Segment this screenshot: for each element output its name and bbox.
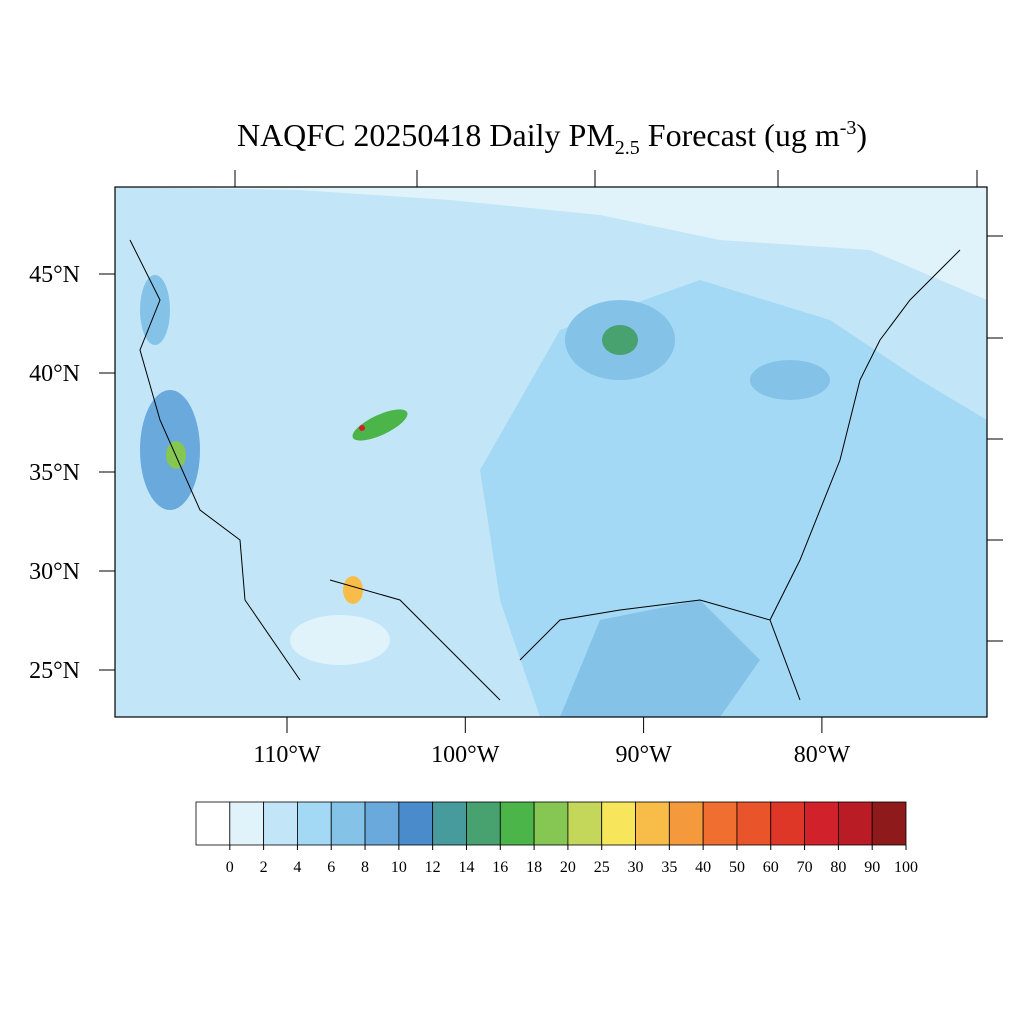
colorbar-box	[499, 801, 535, 846]
coastline	[129, 239, 961, 701]
colorbar-label: 20	[560, 859, 576, 876]
colorbar-box	[533, 801, 569, 846]
blob	[352, 409, 408, 441]
colorbar-box	[297, 801, 332, 846]
title-close: )	[856, 117, 867, 153]
colorbar-label: 4	[293, 859, 301, 876]
colorbar-box	[668, 801, 704, 846]
colorbar-box	[195, 801, 231, 846]
colorbar-label: 16	[492, 859, 508, 876]
colorbar-box	[432, 801, 467, 846]
lat-label: 45°N	[29, 262, 80, 288]
colorbar-label: 12	[425, 859, 441, 876]
lat-label: 40°N	[29, 361, 80, 387]
colorbar-label: 100	[894, 859, 918, 876]
colorbar-box	[466, 801, 501, 846]
lon-label: 80°W	[794, 742, 851, 768]
colorbar-box	[229, 801, 265, 846]
colorbar-label: 30	[628, 859, 644, 876]
colorbar-box	[601, 801, 636, 846]
blob	[602, 325, 638, 355]
colorbar-label: 25	[594, 859, 610, 876]
lon-label: 110°W	[253, 742, 321, 768]
mid-region	[480, 280, 987, 717]
map-frame	[114, 186, 988, 718]
light-blob	[290, 615, 390, 665]
colorbar-label: 90	[864, 859, 880, 876]
map-field	[115, 187, 987, 717]
colorbar-label: 10	[391, 859, 407, 876]
lon-label: 100°W	[431, 742, 500, 768]
colorbar-label: 14	[458, 859, 474, 876]
title: NAQFC 20250418 Daily PM2.5 Forecast (ug …	[237, 117, 867, 159]
colorbar-box	[770, 801, 805, 846]
colorbar-box	[364, 801, 400, 846]
title-sup: -3	[840, 117, 857, 139]
colorbar-box	[398, 801, 434, 846]
colorbar-label: 8	[361, 859, 369, 876]
lat-label: 25°N	[29, 658, 80, 684]
colorbar-box	[837, 801, 873, 846]
gulf-region	[560, 600, 760, 717]
hotspot	[359, 425, 365, 431]
title-rest: Forecast (ug m	[640, 117, 840, 153]
lat-label: 35°N	[29, 460, 80, 486]
colorbar-label: 0	[226, 859, 234, 876]
colorbar-label: 50	[729, 859, 745, 876]
colorbar-label: 70	[797, 859, 813, 876]
colorbar-box	[330, 801, 366, 846]
colorbar-box	[871, 801, 907, 846]
colorbar-label: 2	[260, 859, 268, 876]
title-main: NAQFC 20250418 Daily PM	[237, 117, 615, 153]
colorbar-label: 80	[830, 859, 846, 876]
lat-label: 30°N	[29, 559, 80, 585]
colorbar-label: 18	[526, 859, 542, 876]
lon-label: 90°W	[615, 742, 672, 768]
colorbar-label: 60	[763, 859, 779, 876]
title-sub: 2.5	[615, 137, 640, 159]
blob	[343, 576, 363, 604]
colorbar-box	[263, 801, 298, 846]
colorbar-box	[736, 801, 772, 846]
colorbar-label: 6	[327, 859, 335, 876]
colorbar-box	[567, 801, 603, 846]
colorbar-label: 35	[661, 859, 677, 876]
light-region	[115, 187, 987, 300]
colorbar-box	[635, 801, 670, 846]
frame-ticks	[234, 170, 1003, 642]
blob	[750, 360, 830, 400]
colorbar-box	[702, 801, 738, 846]
colorbar-label: 40	[695, 859, 711, 876]
blob	[140, 275, 170, 345]
colorbar-box	[804, 801, 839, 846]
